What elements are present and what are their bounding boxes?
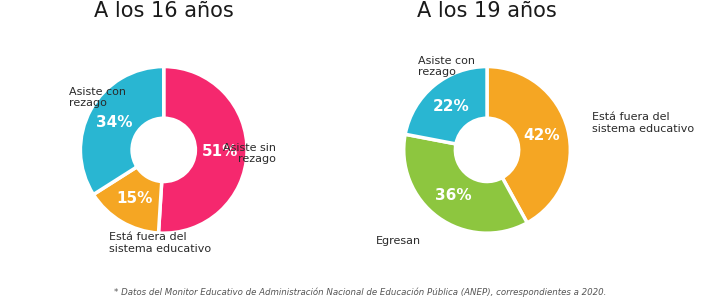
Wedge shape: [94, 167, 162, 233]
Text: 36%: 36%: [436, 188, 472, 203]
Text: 15%: 15%: [117, 191, 153, 206]
Text: Está fuera del
sistema educativo: Está fuera del sistema educativo: [109, 232, 211, 254]
Text: Asiste con
rezago: Asiste con rezago: [69, 87, 126, 109]
Text: 51%: 51%: [202, 144, 238, 159]
Text: 42%: 42%: [523, 128, 560, 143]
Text: * Datos del Monitor Educativo de Administración Nacional de Educación Pública (A: * Datos del Monitor Educativo de Adminis…: [114, 287, 606, 297]
Title: A los 16 años: A los 16 años: [94, 1, 233, 21]
Text: 22%: 22%: [433, 99, 469, 114]
Title: A los 19 años: A los 19 años: [417, 1, 557, 21]
Text: Asiste sin
rezago: Asiste sin rezago: [223, 142, 276, 164]
Text: 34%: 34%: [96, 115, 132, 130]
Wedge shape: [404, 134, 527, 233]
Circle shape: [132, 118, 195, 182]
Wedge shape: [158, 67, 247, 233]
Circle shape: [455, 118, 518, 182]
Text: Egresan: Egresan: [376, 236, 421, 246]
Wedge shape: [405, 67, 487, 144]
Wedge shape: [487, 67, 570, 223]
Text: Asiste con
rezago: Asiste con rezago: [418, 56, 475, 77]
Text: Está fuera del
sistema educativo: Está fuera del sistema educativo: [592, 112, 694, 134]
Wedge shape: [81, 67, 163, 194]
